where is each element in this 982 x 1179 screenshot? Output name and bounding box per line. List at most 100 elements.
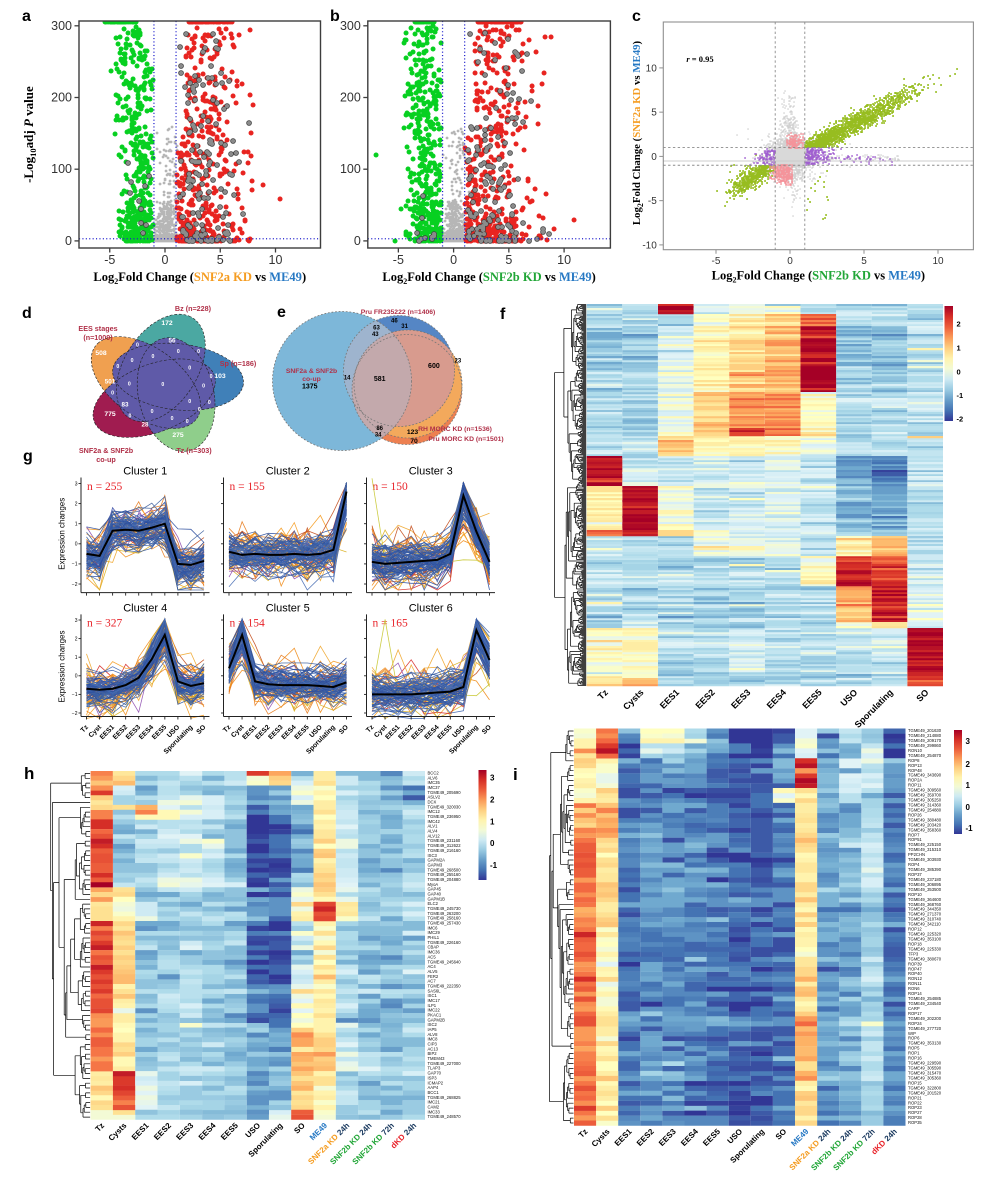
svg-text:28: 28 [141, 422, 149, 429]
svg-text:TGME49_322800: TGME49_322800 [908, 1085, 942, 1090]
svg-text:100: 100 [340, 162, 361, 176]
svg-text:1: 1 [75, 655, 78, 661]
svg-text:Cysts: Cysts [107, 1121, 129, 1143]
svg-text:TGME49_214880: TGME49_214880 [908, 733, 942, 738]
svg-text:TGME49_209170: TGME49_209170 [908, 738, 942, 743]
svg-text:ROP12: ROP12 [908, 927, 922, 932]
svg-text:IMC33: IMC33 [428, 1109, 441, 1114]
svg-text:AC5: AC5 [428, 954, 437, 959]
svg-text:TGME49_225320: TGME49_225320 [908, 932, 942, 937]
svg-text:0: 0 [198, 407, 201, 413]
svg-text:EES5: EES5 [294, 724, 311, 741]
svg-text:0: 0 [210, 374, 213, 380]
svg-text:n = 165: n = 165 [373, 618, 408, 630]
svg-text:ROP40: ROP40 [908, 971, 922, 976]
svg-text:RON11: RON11 [908, 981, 922, 986]
svg-text:Pru FR235222 (n=1406): Pru FR235222 (n=1406) [361, 309, 436, 316]
svg-text:TMEM43: TMEM43 [428, 1056, 446, 1061]
svg-text:ELC2: ELC2 [428, 901, 439, 906]
svg-text:BCC1: BCC1 [428, 1090, 440, 1095]
svg-text:0: 0 [111, 391, 114, 397]
svg-text:RH MORC KD (n=1536): RH MORC KD (n=1536) [418, 426, 492, 433]
svg-text:EES5: EES5 [800, 687, 823, 710]
svg-text:10: 10 [932, 256, 944, 267]
svg-text:ROP17: ROP17 [908, 1011, 922, 1016]
svg-text:EES2: EES2 [635, 1127, 656, 1148]
svg-text:RON6: RON6 [908, 986, 920, 991]
svg-text:2: 2 [75, 636, 78, 642]
svg-text:0: 0 [208, 400, 211, 406]
svg-text:EES4: EES4 [679, 1127, 700, 1148]
svg-text:TGME49_353130: TGME49_353130 [908, 1041, 942, 1046]
svg-text:200: 200 [51, 91, 72, 105]
svg-text:0: 0 [490, 839, 495, 848]
svg-text:0: 0 [177, 349, 180, 355]
svg-text:70: 70 [410, 438, 418, 445]
svg-text:3: 3 [75, 618, 78, 624]
svg-text:0: 0 [116, 364, 119, 370]
svg-text:5: 5 [861, 256, 867, 267]
svg-text:ISC1: ISC1 [428, 993, 438, 998]
svg-text:TGME49_231160: TGME49_231160 [428, 838, 461, 843]
svg-text:-Log10adj P value: -Log10adj P value [21, 86, 38, 183]
svg-text:TGME49_258160: TGME49_258160 [428, 916, 462, 921]
svg-text:BIP2: BIP2 [428, 1051, 438, 1056]
svg-text:TFP3: TFP3 [908, 951, 919, 956]
svg-text:0: 0 [450, 253, 457, 267]
svg-text:ROP11: ROP11 [908, 783, 922, 788]
svg-text:TGME49_255160: TGME49_255160 [428, 872, 462, 877]
svg-text:TGME49_359700: TGME49_359700 [908, 793, 942, 798]
svg-text:Cluster 1: Cluster 1 [123, 466, 167, 478]
svg-text:TGME49_226160: TGME49_226160 [428, 940, 462, 945]
svg-text:(n=1009): (n=1009) [83, 333, 113, 342]
svg-text:581: 581 [374, 376, 386, 383]
svg-text:5: 5 [505, 253, 512, 267]
svg-text:-5: -5 [648, 196, 657, 207]
svg-text:ROP51: ROP51 [908, 837, 922, 842]
svg-text:Cluster 3: Cluster 3 [409, 466, 453, 478]
svg-text:Log2Fold Change (SNF2b KD vs M: Log2Fold Change (SNF2b KD vs ME49) [382, 270, 595, 286]
svg-text:ROP37: ROP37 [908, 872, 922, 877]
svg-text:AAP4: AAP4 [428, 1085, 439, 1090]
svg-text:ROP27: ROP27 [908, 1110, 922, 1115]
svg-text:CARP: CARP [908, 1006, 920, 1011]
svg-text:0: 0 [171, 416, 174, 422]
svg-text:Tz: Tz [365, 724, 376, 735]
svg-text:-1: -1 [966, 824, 974, 833]
svg-text:CBAP: CBAP [428, 945, 440, 950]
svg-text:600: 600 [428, 363, 440, 370]
svg-text:SNF2a & SNF2b: SNF2a & SNF2b [79, 446, 134, 455]
svg-text:Cluster 6: Cluster 6 [409, 603, 453, 615]
svg-text:TGME49_342110: TGME49_342110 [908, 922, 941, 927]
svg-text:a: a [22, 8, 31, 25]
svg-text:10: 10 [557, 253, 571, 267]
svg-text:ASLV2: ASLV2 [428, 795, 441, 800]
svg-text:ROP13: ROP13 [908, 763, 922, 768]
svg-text:Expression changes: Expression changes [58, 630, 67, 702]
svg-text:Cysts: Cysts [621, 687, 645, 711]
svg-text:ROP16: ROP16 [908, 1056, 922, 1061]
svg-text:co-up: co-up [302, 376, 321, 383]
svg-text:-10: -10 [642, 240, 657, 251]
svg-text:IMC37: IMC37 [428, 785, 441, 790]
svg-text:TGME49_225150: TGME49_225150 [908, 842, 942, 847]
svg-text:IMC29: IMC29 [428, 930, 441, 935]
svg-text:Cysts: Cysts [590, 1127, 612, 1149]
svg-text:200: 200 [340, 91, 361, 105]
svg-text:SNF2a & SNF2b: SNF2a & SNF2b [286, 368, 337, 375]
svg-text:PHIL1: PHIL1 [428, 935, 440, 940]
svg-text:AC13: AC13 [428, 1046, 439, 1051]
svg-text:−1: −1 [72, 692, 78, 698]
svg-text:ISP3: ISP3 [428, 1075, 438, 1080]
svg-text:ISC2: ISC2 [428, 1022, 438, 1027]
svg-text:501: 501 [105, 379, 116, 386]
svg-text:ICMAP2: ICMAP2 [428, 1080, 444, 1085]
svg-text:Log2Fold Change (SNF2a KD vs M: Log2Fold Change (SNF2a KD vs ME49) [93, 270, 306, 286]
svg-text:f: f [500, 306, 506, 323]
svg-text:TGME49_380670: TGME49_380670 [908, 956, 942, 961]
svg-text:TGME49_203420: TGME49_203420 [908, 822, 942, 827]
svg-text:TGME49_257430: TGME49_257430 [428, 921, 462, 926]
svg-text:ROP6: ROP6 [908, 1036, 920, 1041]
svg-text:ROP1: ROP1 [908, 1051, 920, 1056]
svg-text:n = 327: n = 327 [87, 618, 122, 630]
